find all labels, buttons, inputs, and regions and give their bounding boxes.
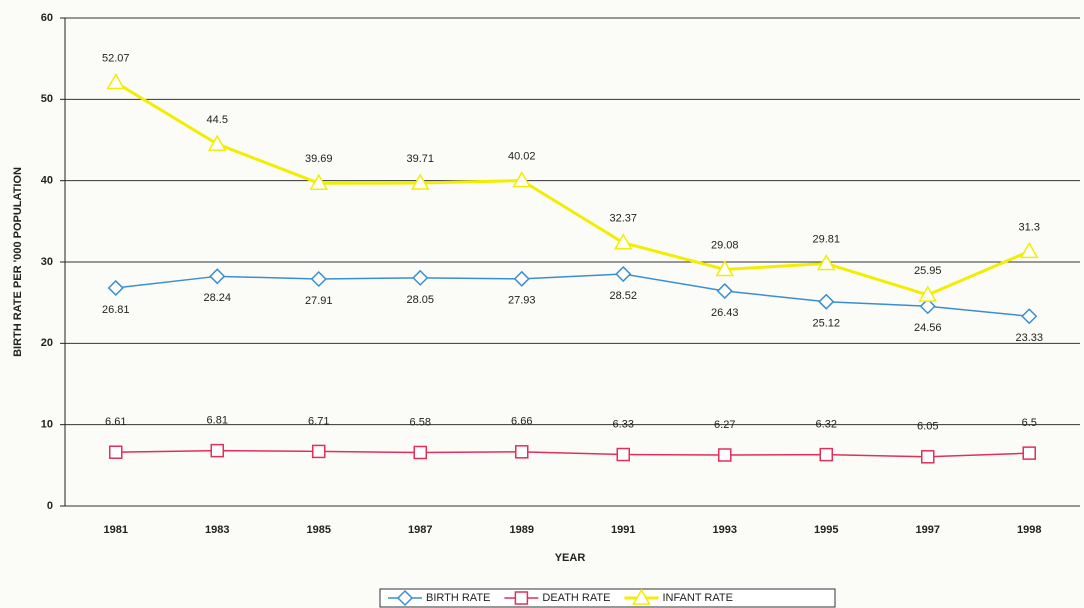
- legend-box: [379, 588, 836, 608]
- marker: [918, 285, 938, 302]
- y-axis-title: BIRTH RATE PER '000 POPULATION: [12, 167, 24, 357]
- series-line: [114, 81, 1030, 297]
- marker: [816, 254, 836, 271]
- data-label: 6.58: [410, 416, 431, 428]
- marker: [1021, 308, 1038, 325]
- data-label: 6.66: [511, 416, 532, 428]
- marker: [1019, 241, 1039, 259]
- data-label: 27.91: [305, 295, 333, 307]
- x-tick-label: 1993: [713, 524, 737, 536]
- data-label: 26.81: [102, 304, 130, 316]
- marker: [210, 443, 224, 458]
- data-label: 27.93: [508, 295, 536, 307]
- y-tick-label: 50: [41, 93, 53, 105]
- data-label: 44.5: [207, 114, 228, 126]
- data-label: 23.33: [1015, 332, 1043, 344]
- data-label: 6.71: [308, 415, 329, 427]
- marker: [209, 268, 226, 285]
- y-tick-label: 20: [41, 337, 53, 349]
- legend-label: DEATH RATE: [542, 592, 610, 604]
- data-label: 6.27: [714, 419, 735, 431]
- data-label: 6.05: [917, 421, 938, 433]
- marker: [615, 265, 632, 283]
- marker: [716, 282, 733, 300]
- series-line: [115, 449, 1030, 458]
- marker: [514, 591, 529, 605]
- x-tick-label: 1981: [104, 524, 128, 536]
- marker: [106, 72, 126, 90]
- marker: [309, 173, 329, 190]
- data-label: 25.95: [914, 265, 942, 277]
- data-label: 25.12: [812, 318, 840, 330]
- data-label: 6.33: [613, 418, 634, 430]
- marker: [109, 445, 123, 459]
- data-label: 28.05: [406, 294, 434, 306]
- marker: [819, 447, 833, 462]
- data-label: 24.56: [914, 322, 942, 334]
- marker: [718, 448, 732, 462]
- marker: [412, 269, 429, 286]
- marker: [513, 270, 530, 287]
- marker: [396, 589, 414, 607]
- marker: [818, 293, 835, 310]
- marker: [413, 445, 427, 460]
- marker: [515, 445, 529, 459]
- data-label: 29.08: [711, 239, 739, 251]
- x-tick-label: 1987: [408, 524, 432, 536]
- data-label: 39.69: [305, 153, 333, 165]
- y-tick-label: 0: [47, 500, 53, 512]
- data-label: 6.5: [1022, 417, 1037, 429]
- marker: [512, 170, 532, 188]
- x-tick-label: 1989: [510, 524, 534, 536]
- marker: [921, 450, 935, 464]
- x-axis-title: YEAR: [555, 552, 586, 564]
- legend: BIRTH RATE DEATH RATE INFANT RATE: [379, 588, 836, 608]
- marker: [1022, 446, 1036, 460]
- marker: [310, 270, 327, 288]
- y-tick-label: 60: [41, 12, 53, 24]
- y-tick-label: 10: [41, 419, 53, 431]
- marker: [312, 444, 326, 459]
- legend-label: INFANT RATE: [662, 592, 733, 604]
- legend-label: BIRTH RATE: [426, 592, 490, 604]
- data-label: 52.07: [102, 52, 130, 64]
- marker: [207, 134, 227, 151]
- y-tick-label: 30: [41, 256, 53, 268]
- x-tick-label: 1985: [307, 524, 331, 536]
- data-label: 6.32: [816, 419, 837, 431]
- marker: [410, 173, 430, 190]
- marker: [715, 259, 735, 277]
- data-label: 28.24: [203, 292, 231, 304]
- series-line: [115, 273, 1030, 317]
- x-tick-label: 1983: [205, 524, 229, 536]
- data-label: 31.3: [1019, 221, 1040, 233]
- marker: [613, 233, 633, 250]
- marker: [632, 588, 651, 605]
- y-tick-label: 40: [41, 175, 53, 187]
- marker: [616, 447, 630, 462]
- data-label: 40.02: [508, 150, 536, 162]
- x-tick-label: 1997: [916, 524, 940, 536]
- marker: [107, 279, 124, 297]
- data-label: 26.43: [711, 307, 739, 319]
- data-label: 6.61: [105, 416, 126, 428]
- data-label: 39.71: [406, 153, 434, 165]
- x-tick-label: 1998: [1017, 524, 1041, 536]
- marker: [919, 298, 936, 315]
- data-label: 28.52: [609, 290, 637, 302]
- data-label: 29.81: [812, 233, 840, 245]
- data-label: 32.37: [609, 213, 637, 225]
- x-tick-label: 1991: [611, 524, 635, 536]
- data-label: 6.81: [207, 415, 228, 427]
- x-tick-label: 1995: [814, 524, 838, 536]
